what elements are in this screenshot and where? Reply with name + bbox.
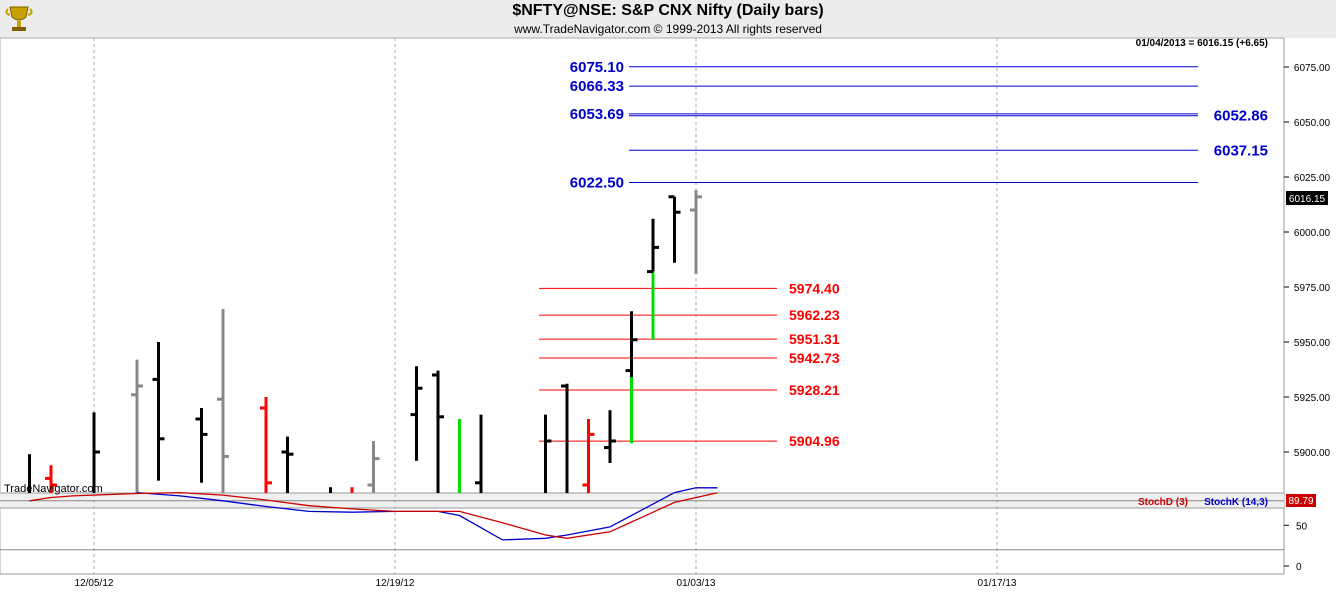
ohlc-bars bbox=[28, 190, 702, 493]
upper-level-label: 6066.33 bbox=[570, 78, 624, 95]
lower-level-label: 5904.96 bbox=[789, 433, 840, 449]
upper-level-label: 6037.15 bbox=[1214, 142, 1268, 159]
ohlc-bar bbox=[582, 419, 595, 493]
price-readout: 01/04/2013 = 6016.15 (+6.65) bbox=[1136, 38, 1268, 49]
ohlc-bar bbox=[217, 309, 229, 493]
ohlc-bar bbox=[195, 408, 208, 483]
stochastic-lines bbox=[29, 487, 718, 541]
ohlc-bar bbox=[131, 359, 143, 493]
watermark: TradeNavigator.com bbox=[4, 483, 103, 495]
stochastic-bands bbox=[0, 500, 1284, 551]
ohlc-bar bbox=[544, 414, 552, 493]
ohlc-bar bbox=[92, 412, 100, 493]
price-tick-label: 6000.00 bbox=[1294, 228, 1331, 239]
ohlc-bar bbox=[152, 342, 165, 481]
stochastic-ticks: 0 50 bbox=[1284, 521, 1308, 573]
price-tick-label: 6050.00 bbox=[1294, 118, 1331, 129]
stoch-tick-label: 50 bbox=[1296, 521, 1308, 532]
ohlc-bar bbox=[475, 414, 483, 493]
last-price-tag: 6016.15 bbox=[1289, 194, 1326, 205]
level-lines: 6075.10 6066.33 6053.69 6052.86 6037.15 6022.… bbox=[539, 59, 1268, 449]
date-tick-label: 01/17/13 bbox=[978, 578, 1017, 589]
stoch-value-tag: 89.79 bbox=[1288, 496, 1313, 507]
legend-stochk: StochK (14,3) bbox=[1204, 497, 1268, 508]
chart-header: $NFTY@NSE: S&P CNX Nifty (Daily bars) ww… bbox=[0, 0, 1336, 38]
last-price-tag-bg bbox=[1286, 191, 1328, 205]
price-tick-label: 5900.00 bbox=[1294, 448, 1331, 459]
price-ticks: 5900.00 5925.00 5950.00 5975.00 6000.00 6025.… bbox=[1284, 63, 1331, 459]
date-tick-label: 12/05/12 bbox=[75, 578, 114, 589]
stoch-tick-label: 0 bbox=[1296, 562, 1302, 573]
ohlc-bar bbox=[260, 397, 272, 493]
ohlc-bar bbox=[410, 366, 423, 461]
chart-subtitle: www.TradeNavigator.com © 1999-2013 All r… bbox=[514, 22, 822, 36]
date-labels: 12/05/12 12/19/12 01/03/13 01/17/13 bbox=[75, 578, 1017, 589]
ohlc-bar bbox=[690, 190, 702, 274]
ohlc-bar bbox=[625, 311, 638, 378]
ohlc-bar bbox=[647, 218, 659, 274]
ohlc-bar bbox=[367, 441, 380, 493]
stochd-line bbox=[29, 491, 718, 539]
ohlc-bar bbox=[668, 195, 681, 263]
lower-level-label: 5974.40 bbox=[789, 280, 840, 296]
ohlc-bar bbox=[281, 436, 294, 493]
lower-level-label: 5942.73 bbox=[789, 350, 840, 366]
stochk-line bbox=[136, 487, 718, 541]
price-tick-label: 5925.00 bbox=[1294, 393, 1331, 404]
date-tick-label: 12/19/12 bbox=[376, 578, 415, 589]
price-tick-label: 5975.00 bbox=[1294, 283, 1331, 294]
date-tick-label: 01/03/13 bbox=[677, 578, 716, 589]
price-tick-label: 5950.00 bbox=[1294, 338, 1331, 349]
chart-title: $NFTY@NSE: S&P CNX Nifty (Daily bars) bbox=[512, 2, 824, 19]
ohlc-bar bbox=[561, 383, 569, 493]
stoch-value-tag-bg bbox=[1286, 494, 1316, 507]
lower-level-label: 5928.21 bbox=[789, 382, 840, 398]
ohlc-bar bbox=[604, 410, 616, 463]
legend-stochd: StochD (3) bbox=[1138, 497, 1188, 508]
ohlc-bar bbox=[45, 465, 57, 493]
upper-level-label: 6052.86 bbox=[1214, 108, 1268, 125]
price-tick-label: 6025.00 bbox=[1294, 173, 1331, 184]
upper-level-label: 6022.50 bbox=[570, 175, 624, 192]
upper-level-label: 6053.69 bbox=[570, 106, 624, 123]
price-tick-label: 6075.00 bbox=[1294, 63, 1331, 74]
ohlc-bar bbox=[432, 370, 444, 493]
lower-level-label: 5962.23 bbox=[789, 307, 840, 323]
upper-level-label: 6075.10 bbox=[570, 59, 624, 76]
lower-level-label: 5951.31 bbox=[789, 331, 840, 347]
trophy-icon bbox=[5, 6, 33, 31]
